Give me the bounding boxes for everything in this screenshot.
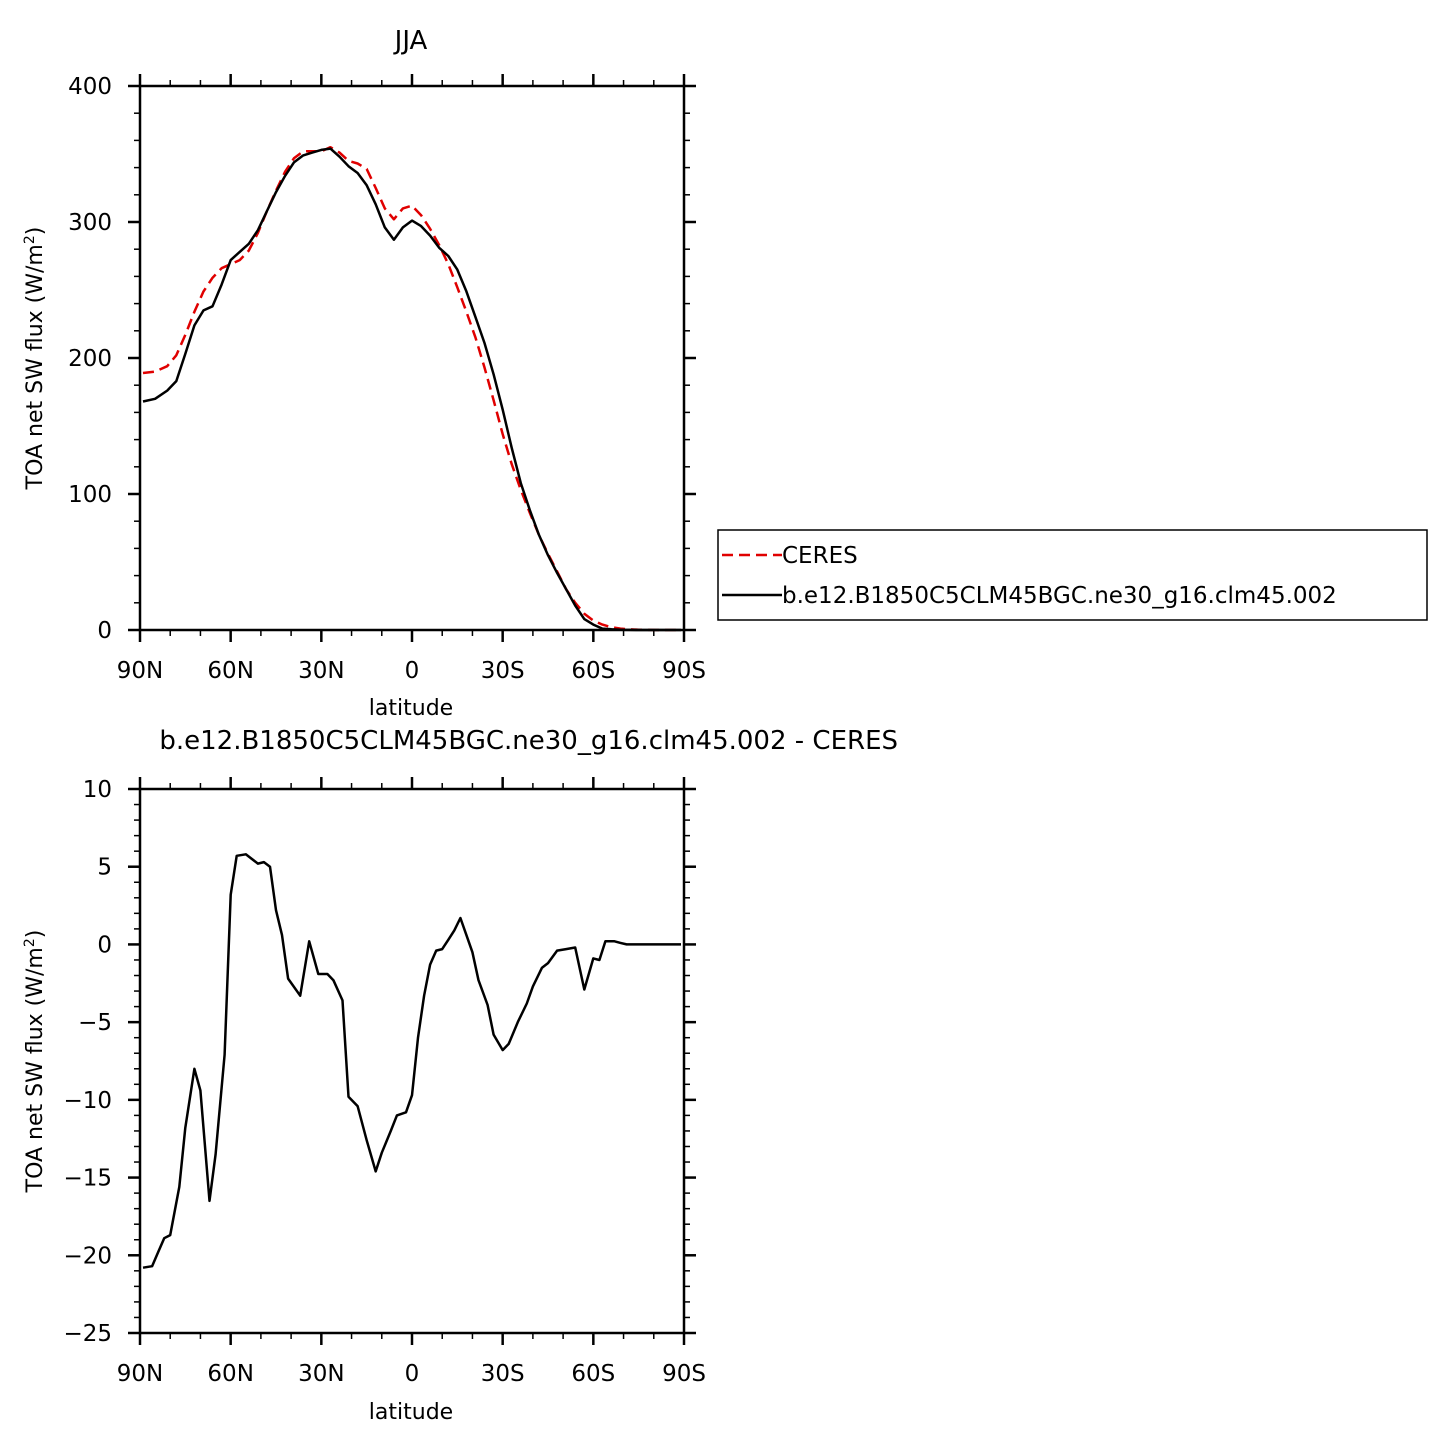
x-tick-label: 60N: [207, 658, 253, 684]
x-tick-label: 90S: [662, 1361, 706, 1387]
x-tick-label: 0: [405, 658, 420, 684]
legend: CERES b.e12.B1850C5CLM45BGC.ne30_g16.clm…: [717, 529, 1428, 621]
top-x-axis-label: latitude: [369, 696, 453, 721]
x-tick-label: 30S: [481, 1361, 525, 1387]
y-tick-label: −25: [63, 1321, 112, 1347]
y-tick-label: 5: [97, 855, 112, 881]
y-tick-label: 0: [97, 932, 112, 958]
bottom-plot-frame: [138, 787, 686, 1335]
x-tick-label: 30S: [481, 658, 525, 684]
y-tick-label: 400: [68, 74, 112, 100]
y-tick-label: 0: [97, 618, 112, 644]
top-curves: [142, 145, 681, 632]
top-series-line-0: [142, 145, 681, 632]
x-tick-label: 90S: [662, 658, 706, 684]
bottom-panel: b.e12.B1850C5CLM45BGC.ne30_g16.clm45.002…: [22, 726, 898, 1425]
x-tick-label: 90N: [117, 658, 163, 684]
y-tick-label: −15: [63, 1166, 112, 1192]
top-plot-frame: [138, 84, 686, 632]
bottom-curves: [142, 853, 681, 1269]
legend-label-ceres: CERES: [782, 543, 858, 569]
x-tick-label: 30N: [298, 658, 344, 684]
bottom-chart-title: b.e12.B1850C5CLM45BGC.ne30_g16.clm45.002…: [159, 726, 898, 756]
y-tick-label: −10: [63, 1088, 112, 1114]
bottom-ticks: 90N 60N 30N 0 30S 60S 90S 10 5 0 −5 −10 −15 −20 −25: [63, 777, 706, 1387]
bottom-y-axis-label: TOA net SW flux (W/m2): [22, 930, 48, 1194]
top-y-axis-label: TOA net SW flux (W/m2): [22, 227, 48, 491]
y-tick-label: 200: [68, 346, 112, 372]
x-tick-label: 60S: [571, 658, 615, 684]
top-chart-title: JJA: [393, 26, 428, 56]
legend-label-model: b.e12.B1850C5CLM45BGC.ne30_g16.clm45.002: [782, 583, 1337, 609]
x-tick-label: 0: [405, 1361, 420, 1387]
top-panel: JJA 90N 60N 30N 0 30S 60S 90S 0 100 200 300 400 lat…: [22, 26, 706, 721]
top-series-line-1: [142, 147, 681, 632]
y-tick-label: −20: [63, 1243, 112, 1269]
legend-box: [717, 529, 1428, 621]
y-tick-label: 300: [68, 210, 112, 236]
x-tick-label: 60N: [207, 1361, 253, 1387]
y-tick-label: 100: [68, 482, 112, 508]
x-tick-label: 30N: [298, 1361, 344, 1387]
bottom-x-axis-label: latitude: [369, 1400, 453, 1425]
x-tick-label: 60S: [571, 1361, 615, 1387]
y-tick-label: −5: [78, 1010, 112, 1036]
bottom-series-line-0: [142, 853, 681, 1269]
x-tick-label: 90N: [117, 1361, 163, 1387]
y-tick-label: 10: [83, 777, 112, 803]
top-ticks: 90N 60N 30N 0 30S 60S 90S 0 100 200 300 400: [68, 74, 706, 684]
